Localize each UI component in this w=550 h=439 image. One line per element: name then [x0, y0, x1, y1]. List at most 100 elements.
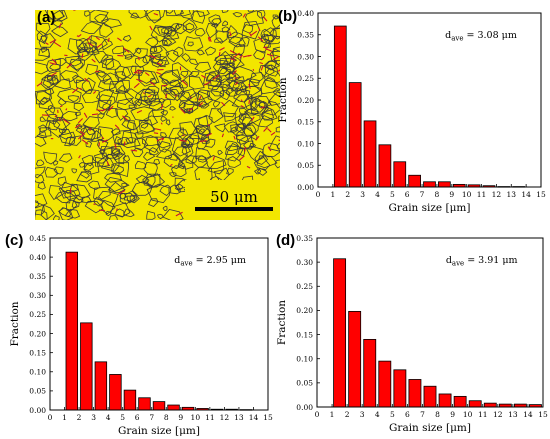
x-tick-label-d: 14 — [523, 410, 533, 419]
high-angle-boundary — [116, 208, 118, 212]
grain-boundary — [190, 10, 206, 24]
grain-boundary — [38, 48, 50, 58]
grain-boundary — [87, 45, 100, 56]
bar-d-8 — [438, 393, 452, 408]
grain-boundary — [194, 61, 212, 73]
high-angle-boundary — [208, 36, 212, 42]
grain-boundary — [171, 137, 192, 157]
high-angle-boundary — [98, 209, 105, 212]
x-axis-label-d: Grain size [μm] — [389, 422, 471, 434]
y-axis-label-c: Fraction — [9, 301, 21, 346]
grain-boundary — [207, 160, 225, 175]
grain-boundary — [97, 78, 116, 91]
grain-boundary — [239, 85, 248, 93]
grain-boundary — [196, 49, 205, 56]
grain-boundary — [83, 42, 99, 53]
bar-d-7 — [423, 385, 437, 408]
high-angle-boundary — [130, 149, 138, 152]
grain-boundary — [225, 145, 239, 156]
grain-boundary — [101, 18, 123, 28]
grain-boundary — [173, 46, 184, 58]
x-tick-label-b: 6 — [405, 190, 410, 199]
grain-boundary — [205, 138, 216, 148]
grain-boundary — [58, 153, 73, 163]
high-angle-boundary — [101, 137, 105, 140]
grain-boundary — [74, 111, 81, 117]
grain-boundary — [254, 150, 269, 165]
grain-boundary — [95, 89, 115, 104]
grain-boundary — [57, 176, 67, 186]
grain-boundary — [158, 97, 166, 103]
grain-boundary — [235, 127, 255, 143]
grain-boundary — [135, 47, 142, 55]
x-tick-label-d: 8 — [435, 410, 440, 419]
grain-boundary — [146, 183, 170, 204]
x-tick-label-b: 7 — [420, 190, 425, 199]
grain-boundary — [224, 140, 241, 152]
high-angle-boundary — [260, 105, 265, 109]
grain-boundary — [189, 71, 200, 78]
annotation-c: dave = 2.95 μm — [174, 255, 246, 268]
grain-boundary — [61, 110, 78, 122]
grain-boundary — [274, 159, 280, 169]
grain-boundary — [73, 194, 84, 204]
grain-boundary — [171, 165, 187, 178]
grain-boundary — [87, 180, 101, 190]
grain-boundary — [206, 90, 225, 102]
high-angle-boundary — [66, 63, 72, 69]
high-angle-boundary — [122, 47, 130, 53]
grain-boundary — [243, 140, 254, 149]
high-angle-boundaries — [36, 10, 280, 217]
high-angle-boundary — [53, 41, 62, 48]
high-angle-boundary — [232, 70, 237, 75]
grain-boundary — [80, 126, 102, 140]
grain-boundary — [272, 14, 280, 20]
grain-boundary — [173, 10, 192, 17]
high-angle-boundary — [219, 47, 225, 52]
grain-boundary — [215, 30, 230, 44]
grain-boundary — [146, 210, 156, 220]
grain-boundary — [205, 23, 218, 39]
grain-boundary — [92, 152, 109, 164]
high-angle-boundary — [45, 42, 49, 45]
grain-boundary — [39, 116, 47, 122]
high-angle-boundary — [239, 155, 245, 161]
y-tick-label-b: 0.05 — [297, 161, 314, 170]
x-tick-label-d: 10 — [463, 410, 473, 419]
high-angle-boundary — [218, 51, 221, 57]
high-angle-boundary — [255, 135, 260, 141]
grain-boundary — [128, 10, 149, 19]
high-angle-boundary — [258, 27, 261, 32]
grain-boundary — [75, 123, 83, 130]
grain-boundary — [85, 63, 98, 76]
y-tick-label-c: 0.40 — [29, 253, 46, 262]
grain-boundary — [260, 28, 272, 38]
grain-boundary — [36, 22, 51, 37]
high-angle-boundary — [251, 116, 255, 122]
high-angle-boundary — [136, 78, 143, 82]
grain-boundary — [183, 36, 204, 52]
grain-boundary — [187, 41, 194, 47]
x-tick-label-c: 14 — [249, 413, 259, 422]
y-tick-label-b: 0.00 — [297, 183, 314, 192]
grain-boundary — [224, 142, 244, 162]
grain-boundary — [123, 47, 136, 58]
grain-boundary — [35, 174, 45, 184]
panel-label-c: (c) — [5, 232, 24, 249]
grain-boundary — [197, 155, 207, 163]
x-tick-label-d: 6 — [405, 410, 410, 419]
grain-boundary — [261, 142, 280, 158]
grain-boundary — [194, 27, 206, 37]
grain-boundary — [52, 160, 59, 166]
grain-boundary — [185, 22, 195, 31]
grain-boundary — [42, 75, 59, 90]
x-tick-label-c: 1 — [62, 413, 67, 422]
grain-boundary — [115, 108, 129, 121]
grain-boundary — [249, 142, 257, 148]
high-angle-boundary — [77, 133, 84, 140]
high-angle-boundary — [117, 190, 126, 195]
grain-boundary — [115, 89, 135, 106]
high-angle-boundary — [114, 143, 117, 149]
high-angle-boundary — [147, 95, 152, 98]
